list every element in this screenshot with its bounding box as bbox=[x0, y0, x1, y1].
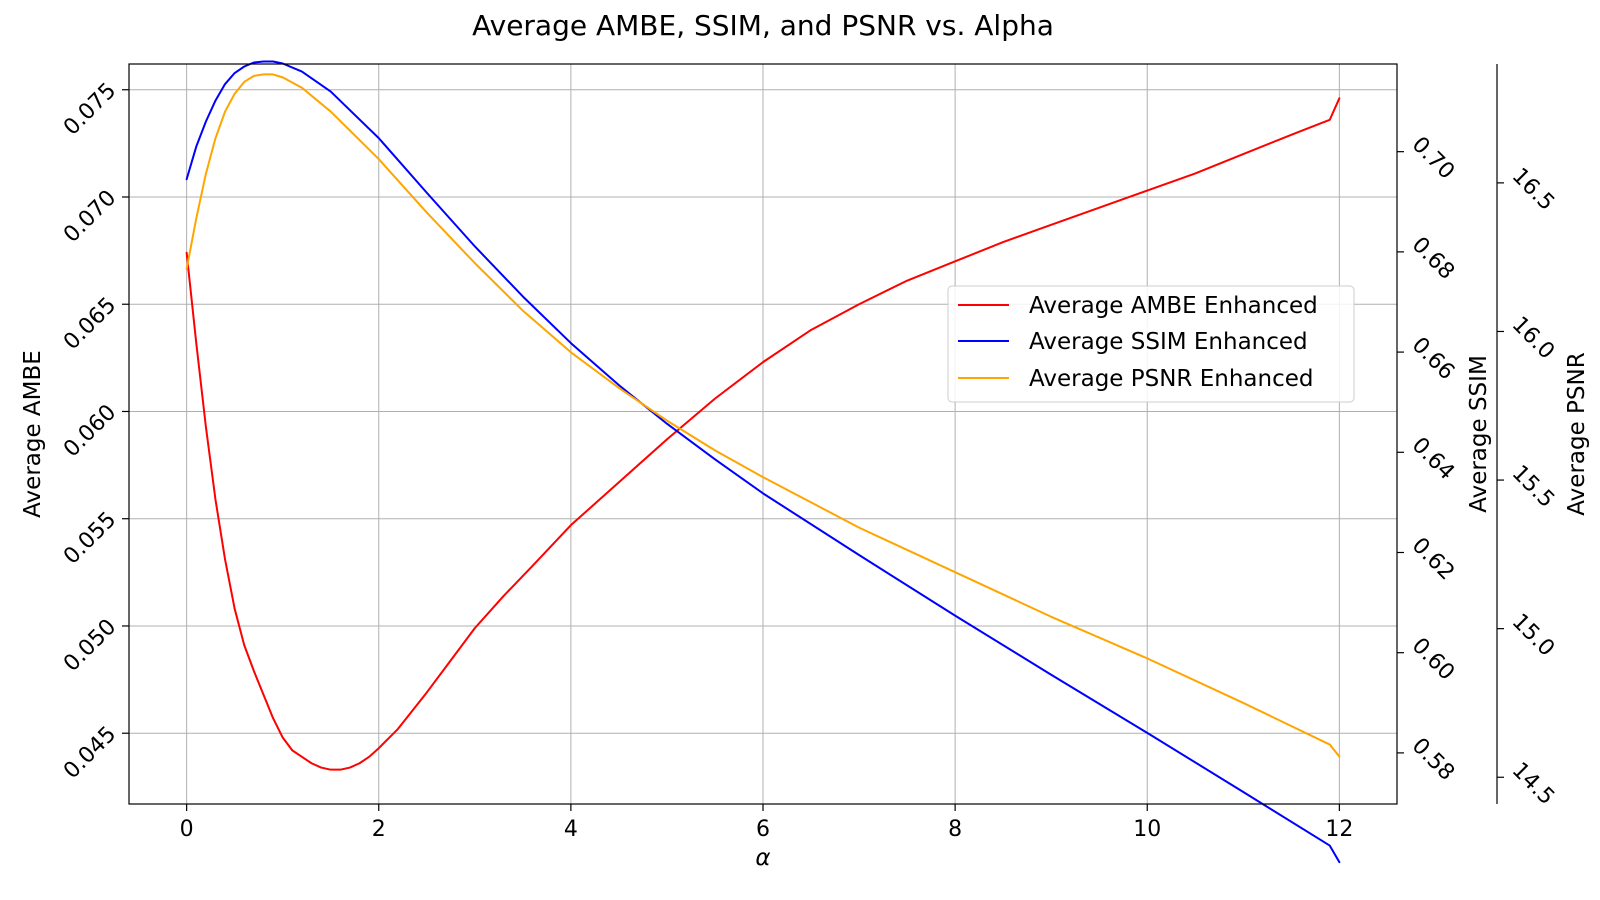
x-tick-label-0: 0 bbox=[180, 817, 194, 842]
ssim-tick-label-4: 0.66 bbox=[1407, 333, 1459, 385]
psnr-tick-label-1: 15.0 bbox=[1507, 609, 1559, 661]
ssim-tick-label-2: 0.62 bbox=[1407, 533, 1459, 585]
ssim-tick-label-0: 0.58 bbox=[1407, 733, 1459, 785]
series-line-psnr bbox=[185, 73, 1341, 758]
legend-label-ssim: Average SSIM Enhanced bbox=[1029, 329, 1308, 355]
psnr-tick-label-0: 14.5 bbox=[1507, 758, 1559, 810]
psnr-tick-label-2: 15.5 bbox=[1507, 461, 1559, 513]
ambe-tick-label-1: 0.050 bbox=[59, 615, 121, 677]
x-tick-label-5: 10 bbox=[1133, 817, 1161, 842]
ssim-tick-label-6: 0.70 bbox=[1407, 132, 1459, 184]
legend-box bbox=[947, 285, 1355, 403]
x-tick-label-6: 12 bbox=[1325, 817, 1353, 842]
ambe-tick-label-3: 0.060 bbox=[59, 400, 121, 462]
psnr-tick-label-4: 16.5 bbox=[1507, 163, 1559, 215]
ambe-tick-label-6: 0.075 bbox=[59, 78, 121, 140]
x-tick-label-3: 6 bbox=[756, 817, 770, 842]
y-axis-ssim: 0.58 0.60 0.62 0.64 0.66 0.68 0.70 bbox=[1397, 132, 1459, 786]
series-line-ssim bbox=[185, 60, 1341, 864]
x-axis-label: α bbox=[755, 845, 770, 871]
ambe-tick-label-4: 0.065 bbox=[59, 293, 121, 355]
ssim-tick-label-3: 0.64 bbox=[1407, 433, 1459, 485]
ssim-tick-label-5: 0.68 bbox=[1407, 232, 1459, 284]
x-axis: 0 2 4 6 8 10 12 bbox=[180, 804, 1353, 842]
x-tick-label-1: 2 bbox=[372, 817, 386, 842]
legend-label-psnr: Average PSNR Enhanced bbox=[1029, 366, 1313, 392]
ssim-axis-label: Average SSIM bbox=[1466, 355, 1492, 513]
y-axis-psnr: 14.5 15.0 15.5 16.0 16.5 bbox=[1496, 64, 1559, 810]
ambe-axis-label: Average AMBE bbox=[20, 350, 46, 518]
ambe-tick-label-0: 0.045 bbox=[59, 722, 121, 784]
legend-label-ambe: Average AMBE Enhanced bbox=[1029, 293, 1318, 319]
x-tick-label-2: 4 bbox=[564, 817, 578, 842]
ambe-tick-label-2: 0.055 bbox=[59, 507, 121, 569]
psnr-axis-label: Average PSNR bbox=[1564, 352, 1590, 515]
series-line-ambe bbox=[185, 97, 1341, 771]
x-tick-label-4: 8 bbox=[948, 817, 962, 842]
ssim-tick-label-1: 0.60 bbox=[1407, 633, 1459, 685]
grid bbox=[129, 64, 1397, 804]
ambe-tick-label-5: 0.070 bbox=[59, 186, 121, 248]
plot-lines bbox=[185, 60, 1341, 864]
psnr-tick-label-3: 16.0 bbox=[1507, 312, 1559, 364]
legend: Average AMBE Enhanced Average SSIM Enhan… bbox=[947, 285, 1355, 403]
y-axis-ambe: 0.045 0.050 0.055 0.060 0.065 0.070 0.075 bbox=[59, 78, 129, 784]
chart-title: Average AMBE, SSIM, and PSNR vs. Alpha bbox=[472, 9, 1054, 42]
